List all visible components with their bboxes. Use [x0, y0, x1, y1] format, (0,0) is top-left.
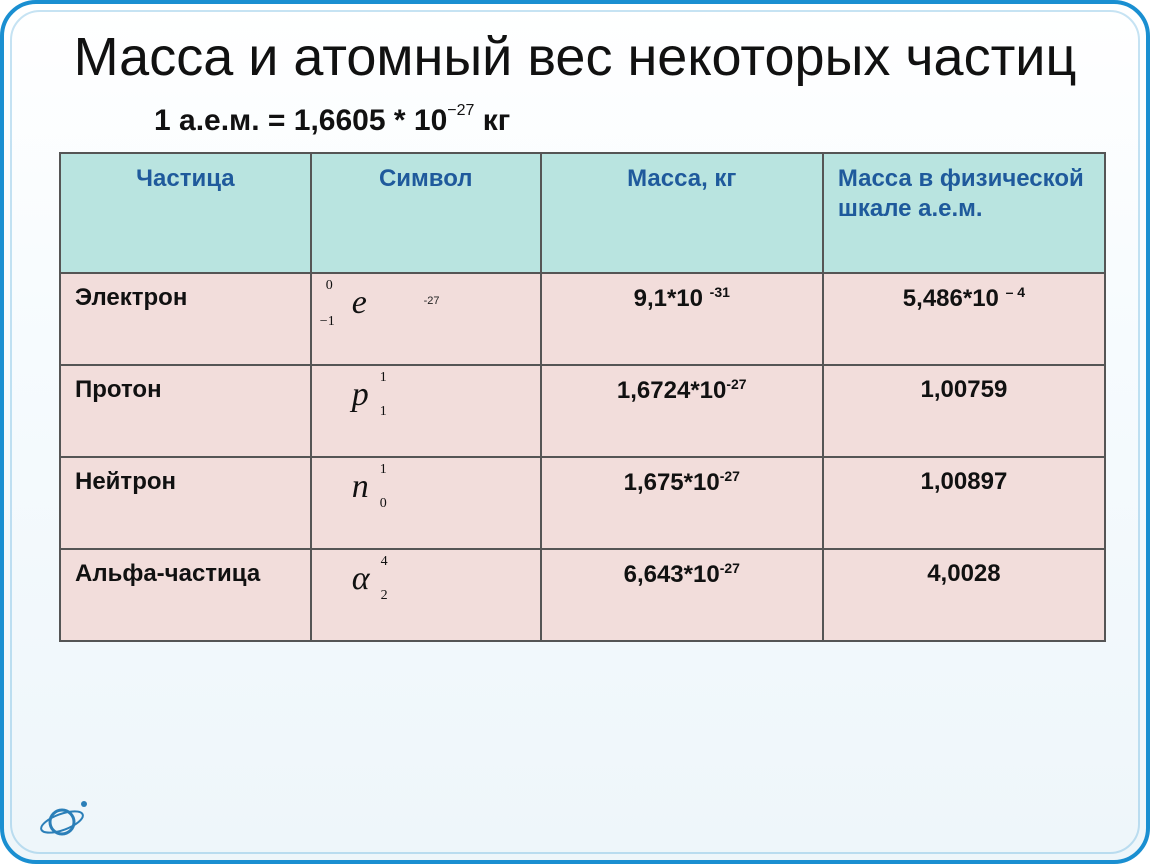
mass-aem: 4,0028	[823, 549, 1105, 641]
table-row: Протон p 1 1 1,6724*10-27 1,00759	[60, 365, 1105, 457]
neutron-symbol: n 1 0	[326, 468, 369, 506]
mass-kg: 9,1*10 -31	[541, 273, 823, 365]
symbol-sup: 1	[380, 462, 387, 478]
amu-definition: 1 а.е.м. = 1,6605 * 10−27 кг	[4, 98, 1146, 152]
mass-mantissa: 9,1*10	[634, 285, 710, 312]
particle-symbol: α 4 2	[311, 549, 541, 641]
amu-prefix: 1 а.е.м. = 1,6605 * 10	[154, 104, 447, 137]
mass-kg: 6,643*10-27	[541, 549, 823, 641]
amu-suffix: кг	[474, 104, 510, 137]
particle-name: Нейтрон	[60, 457, 311, 549]
table-header-row: Частица Символ Масса, кг Масса в физичес…	[60, 153, 1105, 273]
particle-name: Альфа-частица	[60, 549, 311, 641]
proton-symbol: p 1 1	[326, 376, 369, 414]
mass-mantissa: 6,643*10	[624, 561, 720, 588]
electron-symbol: 0 e −1	[326, 284, 367, 322]
symbol-base: n	[352, 468, 369, 505]
col-aem-header: Масса в физической шкале а.е.м.	[823, 153, 1105, 273]
aem-exp: – 4	[1006, 284, 1025, 300]
symbol-sub: 1	[380, 404, 387, 420]
table-row: Нейтрон n 1 0 1,675*10-27 1,00897	[60, 457, 1105, 549]
mass-exp: -27	[726, 376, 746, 392]
particle-symbol: n 1 0	[311, 457, 541, 549]
mass-mantissa: 1,6724*10	[617, 377, 726, 404]
decorative-icon	[40, 792, 100, 842]
particle-table: Частица Символ Масса, кг Масса в физичес…	[59, 152, 1106, 642]
mass-exp: -27	[720, 560, 740, 576]
table-row: Электрон 0 e −1 -27 9,1*10 -31 5,486*10 …	[60, 273, 1105, 365]
symbol-base: e	[352, 284, 367, 321]
mass-exp: -27	[720, 468, 740, 484]
slide-title: Масса и атомный вес некоторых частиц	[4, 4, 1146, 98]
col-symbol-header: Символ	[311, 153, 541, 273]
symbol-base: p	[352, 376, 369, 413]
aem-mantissa: 5,486*10	[903, 285, 1006, 312]
symbol-sub: 2	[381, 588, 388, 604]
symbol-sup: 1	[380, 370, 387, 386]
slide-frame: Масса и атомный вес некоторых частиц 1 а…	[0, 0, 1150, 864]
mass-aem: 1,00897	[823, 457, 1105, 549]
mass-kg: 1,6724*10-27	[541, 365, 823, 457]
particle-name: Электрон	[60, 273, 311, 365]
col-mass-header: Масса, кг	[541, 153, 823, 273]
symbol-sup: 4	[381, 554, 388, 570]
symbol-sub: 0	[380, 496, 387, 512]
particle-symbol: 0 e −1 -27	[311, 273, 541, 365]
particle-table-wrap: Частица Символ Масса, кг Масса в физичес…	[4, 152, 1146, 642]
particle-symbol: p 1 1	[311, 365, 541, 457]
col-particle-header: Частица	[60, 153, 311, 273]
symbol-base: α	[352, 560, 370, 597]
mass-exp: -31	[710, 284, 730, 300]
mass-aem: 1,00759	[823, 365, 1105, 457]
symbol-presub: −1	[320, 314, 335, 330]
mass-kg: 1,675*10-27	[541, 457, 823, 549]
symbol-presup: 0	[326, 278, 333, 294]
amu-exponent: −27	[447, 102, 474, 119]
alpha-symbol: α 4 2	[326, 560, 370, 598]
mass-aem: 5,486*10 – 4	[823, 273, 1105, 365]
particle-name: Протон	[60, 365, 311, 457]
table-row: Альфа-частица α 4 2 6,643*10-27 4,0028	[60, 549, 1105, 641]
stray-exponent: -27	[374, 295, 440, 307]
mass-mantissa: 1,675*10	[624, 469, 720, 496]
